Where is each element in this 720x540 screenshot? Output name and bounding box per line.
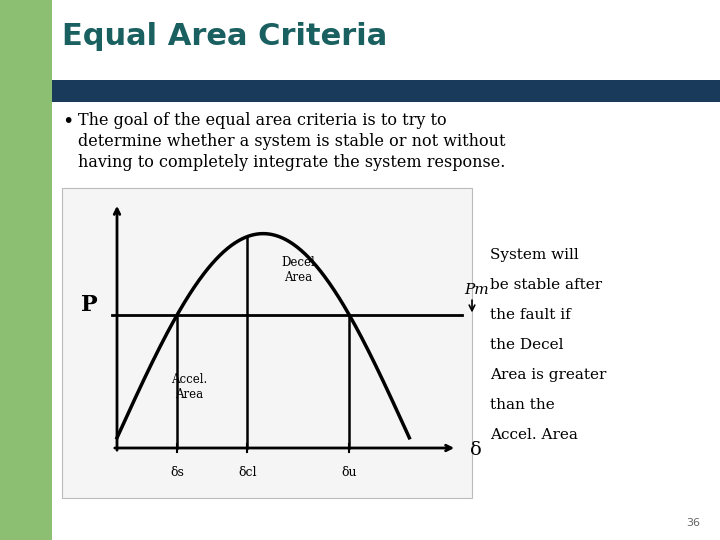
Text: δcl: δcl [238,466,256,479]
Text: having to completely integrate the system response.: having to completely integrate the syste… [78,154,505,171]
Text: Equal Area Criteria: Equal Area Criteria [62,22,387,51]
Text: the fault if: the fault if [490,308,571,322]
Text: determine whether a system is stable or not without: determine whether a system is stable or … [78,133,505,150]
Text: The goal of the equal area criteria is to try to: The goal of the equal area criteria is t… [78,112,446,129]
Text: Pm: Pm [464,284,489,298]
Text: be stable after: be stable after [490,278,602,292]
Text: 36: 36 [686,518,700,528]
Bar [52,80,720,102]
Text: System will: System will [490,248,579,262]
Text: the Decel: the Decel [490,338,564,352]
Text: δ: δ [470,441,482,459]
Text: Area is greater: Area is greater [490,368,606,382]
Text: •: • [62,112,73,131]
Text: Accel.
Area: Accel. Area [171,373,207,401]
Bar [62,188,472,498]
Bar [0,0,52,540]
Text: Accel. Area: Accel. Area [490,428,578,442]
Text: P: P [81,294,97,316]
Text: than the: than the [490,398,554,412]
Text: δu: δu [342,466,357,479]
Text: Decel
Area: Decel Area [282,256,315,285]
Text: δs: δs [170,466,184,479]
